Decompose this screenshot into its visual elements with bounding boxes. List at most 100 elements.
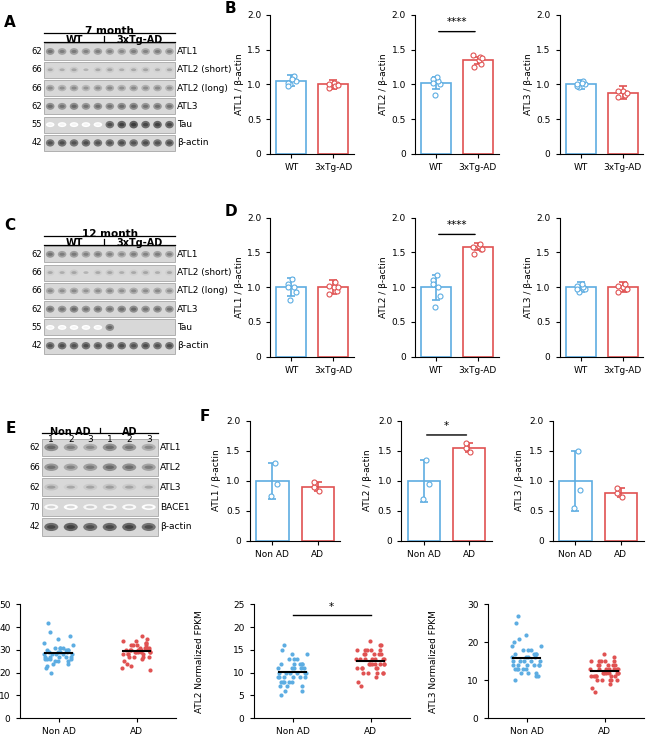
Point [534, 659, 544, 671]
Bar [44, 43, 176, 60]
Ellipse shape [122, 504, 136, 510]
Text: Tau: Tau [177, 323, 192, 332]
Point [129, 646, 140, 658]
Ellipse shape [72, 344, 77, 347]
Point [523, 652, 533, 663]
Ellipse shape [105, 269, 114, 275]
Point [289, 653, 300, 665]
Point [359, 644, 370, 656]
Point [332, 285, 342, 297]
Ellipse shape [94, 103, 102, 110]
Point [535, 655, 545, 667]
Point [123, 649, 133, 660]
Ellipse shape [141, 121, 150, 129]
Point [612, 486, 623, 498]
Point [299, 662, 309, 674]
Bar [44, 319, 176, 336]
Ellipse shape [165, 67, 174, 73]
Ellipse shape [47, 289, 53, 292]
Ellipse shape [118, 251, 126, 257]
Point [597, 674, 607, 686]
Ellipse shape [94, 139, 102, 147]
Point [283, 281, 293, 293]
Bar [276, 287, 306, 357]
Point [40, 651, 50, 663]
Point [329, 281, 339, 293]
Point [296, 685, 307, 697]
Point [515, 655, 526, 667]
Ellipse shape [155, 50, 160, 53]
Point [329, 77, 339, 89]
Point [533, 670, 543, 682]
Ellipse shape [70, 139, 79, 147]
Text: ATL2: ATL2 [160, 463, 181, 472]
Point [289, 281, 299, 293]
Ellipse shape [131, 344, 136, 347]
Point [324, 79, 334, 91]
Ellipse shape [72, 307, 77, 310]
Ellipse shape [131, 272, 136, 274]
Point [536, 640, 546, 652]
Point [40, 653, 51, 665]
Ellipse shape [141, 306, 150, 313]
Point [280, 685, 290, 697]
Point [508, 659, 518, 671]
Ellipse shape [167, 289, 172, 292]
Point [132, 640, 142, 652]
Bar [453, 447, 486, 541]
Point [122, 644, 132, 656]
Point [144, 644, 154, 656]
Point [474, 54, 484, 66]
Point [572, 79, 582, 91]
Text: ATL3: ATL3 [160, 482, 181, 491]
Bar [566, 85, 595, 154]
Ellipse shape [82, 122, 90, 127]
Ellipse shape [58, 306, 66, 313]
Ellipse shape [165, 85, 174, 91]
Bar [44, 117, 176, 132]
Point [531, 648, 541, 660]
Point [610, 659, 620, 671]
Bar [463, 247, 493, 357]
Point [57, 642, 68, 654]
Ellipse shape [143, 87, 148, 90]
Ellipse shape [129, 269, 138, 275]
Ellipse shape [167, 344, 172, 347]
Ellipse shape [66, 525, 75, 529]
Ellipse shape [143, 68, 148, 71]
Ellipse shape [82, 67, 90, 73]
Ellipse shape [46, 139, 55, 147]
Point [351, 653, 361, 665]
Bar [42, 459, 159, 476]
Point [363, 666, 373, 678]
Text: Non AD: Non AD [51, 426, 91, 437]
Ellipse shape [119, 68, 124, 71]
Y-axis label: ATL1 / β-actin: ATL1 / β-actin [212, 450, 220, 512]
Point [125, 640, 136, 652]
Text: 55: 55 [32, 323, 42, 332]
Text: 62: 62 [29, 482, 40, 491]
Ellipse shape [119, 307, 124, 310]
Point [297, 657, 307, 669]
Point [276, 657, 286, 669]
Ellipse shape [58, 103, 66, 110]
Point [119, 655, 129, 667]
Point [600, 655, 610, 667]
Point [291, 653, 302, 665]
Ellipse shape [119, 141, 124, 144]
Ellipse shape [118, 103, 126, 110]
Ellipse shape [153, 139, 162, 147]
Point [309, 480, 319, 492]
Point [428, 275, 438, 286]
Text: 62: 62 [32, 304, 42, 313]
Ellipse shape [141, 85, 150, 91]
Point [285, 79, 295, 91]
Ellipse shape [72, 253, 77, 256]
Point [367, 657, 377, 669]
Ellipse shape [58, 139, 66, 147]
Ellipse shape [103, 464, 117, 471]
Ellipse shape [153, 48, 162, 55]
Ellipse shape [118, 342, 126, 349]
Ellipse shape [47, 87, 53, 90]
Ellipse shape [155, 344, 160, 347]
